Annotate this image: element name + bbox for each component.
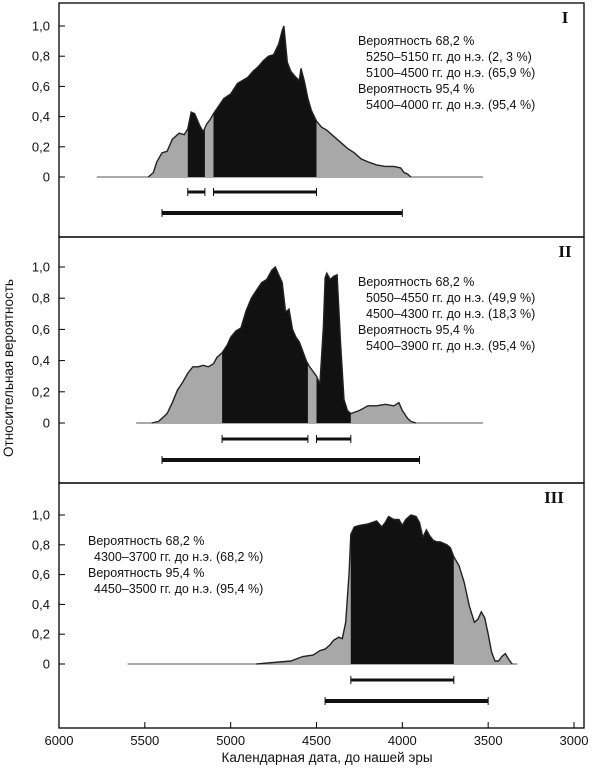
range-68-area bbox=[350, 515, 454, 664]
y-tick-label: 0,2 bbox=[32, 384, 50, 399]
x-axis-title: Календарная дата, до нашей эры bbox=[221, 750, 432, 765]
probability-68-heading: Вероятность 68,2 % bbox=[358, 34, 474, 48]
panel-label: III bbox=[544, 488, 564, 507]
y-tick-label: 1,0 bbox=[32, 260, 50, 275]
range-95-text: 4450–3500 гг. до н.э. (95,4 %) bbox=[94, 582, 263, 596]
probability-95-heading: Вероятность 95,4 % bbox=[358, 82, 474, 96]
y-tick-label: 0,4 bbox=[32, 109, 50, 124]
range-68-text: 5100–4500 гг. до н.э. (65,9 %) bbox=[366, 66, 535, 80]
x-tick-label: 3500 bbox=[474, 733, 503, 748]
distribution-outline bbox=[151, 265, 417, 424]
panel-frame bbox=[58, 482, 585, 729]
y-tick-label: 1,0 bbox=[32, 508, 50, 523]
distribution-outline bbox=[147, 25, 412, 178]
y-tick-label: 0,8 bbox=[32, 537, 50, 552]
x-tick-label: 5000 bbox=[216, 733, 245, 748]
y-tick-label: 0,8 bbox=[32, 49, 50, 64]
range-95-text: 5400–4000 гг. до н.э. (95,4 %) bbox=[366, 98, 535, 112]
x-tick-label: 6000 bbox=[45, 733, 74, 748]
range-68-text: 5250–5150 гг. до н.э. (2, 3 %) bbox=[366, 50, 532, 64]
panel-I: 0 0,2 0,4 0,6 0,8 1,0 I Вероятность 68,2 % 5250–… bbox=[32, 2, 585, 238]
range-95-text: 5400–3900 гг. до н.э. (95,4 %) bbox=[366, 339, 535, 353]
y-axis-title: Относительная вероятность bbox=[1, 279, 16, 457]
panels-layer: 0 0,2 0,4 0,6 0,8 1,0 I Вероятность 68,2 % 5250–… bbox=[32, 2, 585, 729]
probability-95-heading: Вероятность 95,4 % bbox=[88, 566, 204, 580]
panel-label: II bbox=[558, 242, 572, 261]
y-tick-label: 0 bbox=[43, 416, 50, 431]
probability-68-heading: Вероятность 68,2 % bbox=[358, 275, 474, 289]
range-68-area bbox=[213, 26, 317, 177]
y-tick-label: 0,6 bbox=[32, 79, 50, 94]
probability-95-heading: Вероятность 95,4 % bbox=[358, 323, 474, 337]
range-68-area bbox=[222, 267, 308, 423]
x-tick-label: 5500 bbox=[130, 733, 159, 748]
y-tick-label: 0 bbox=[43, 657, 50, 672]
range-68-area bbox=[316, 273, 351, 423]
panel-label: I bbox=[562, 8, 569, 27]
panel-III: 0 0,2 0,4 0,6 0,8 1,0 III Вероятность 68,2 % 430… bbox=[32, 482, 585, 729]
y-tick-label: 1,0 bbox=[32, 19, 50, 34]
y-tick-label: 0,6 bbox=[32, 567, 50, 582]
y-tick-label: 0,4 bbox=[32, 353, 50, 368]
y-tick-label: 0,2 bbox=[32, 139, 50, 154]
distribution-outline bbox=[256, 514, 513, 665]
y-tick-label: 0,8 bbox=[32, 291, 50, 306]
y-tick-label: 0 bbox=[43, 170, 50, 185]
y-tick-label: 0,4 bbox=[32, 597, 50, 612]
y-tick-label: 0,6 bbox=[32, 322, 50, 337]
panel-frame bbox=[58, 2, 585, 238]
x-tick-label: 4000 bbox=[388, 733, 417, 748]
x-axis: 6000 5500 5000 4500 4000 3500 3000 bbox=[45, 722, 589, 748]
range-68-text: 4300–3700 гг. до н.э. (68,2 %) bbox=[94, 550, 263, 564]
x-tick-label: 4500 bbox=[302, 733, 331, 748]
range-68-text: 4500–4300 гг. до н.э. (18,3 %) bbox=[366, 307, 535, 321]
probability-68-heading: Вероятность 68,2 % bbox=[88, 534, 204, 548]
range-68-area bbox=[187, 112, 205, 177]
x-tick-label: 3000 bbox=[560, 733, 589, 748]
y-tick-label: 0,2 bbox=[32, 627, 50, 642]
panel-II: 0 0,2 0,4 0,6 0,8 1,0 II Вероятность 68,2 % 5050… bbox=[32, 236, 585, 484]
range-68-text: 5050–4550 гг. до н.э. (49,9 %) bbox=[366, 291, 535, 305]
